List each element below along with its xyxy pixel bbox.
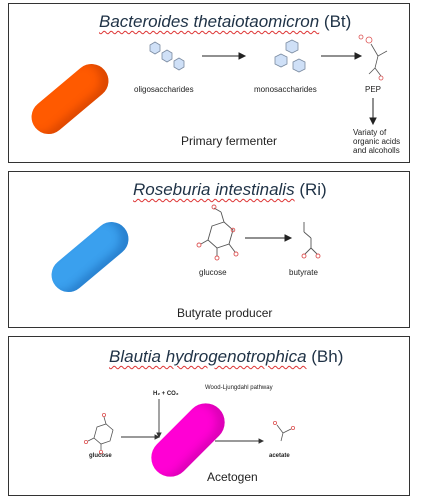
species-name: Bacteroides thetaiotaomicron [99,12,320,31]
products-line-2: organic acids [353,137,401,146]
species-abbrev: (Bt) [323,12,352,31]
butyrate-structure [301,222,321,259]
label-products: Variaty of organic acids and alcoholls [353,128,400,155]
species-abbrev: (Ri) [299,180,327,199]
pep-structure [358,34,388,81]
species-name: Roseburia intestinalis [133,180,295,199]
conversion-arrow [245,234,293,242]
pathway-arrow-2 [321,52,363,60]
bt-pathway-diagram [149,34,388,126]
role-bh: Acetogen [207,470,258,484]
panel-blautia: Blautia hydrogenotrophica (Bh) [8,336,410,496]
label-gases: H₂ + CO₂ [153,391,179,397]
label-oligosaccharides: oligosaccharides [134,85,194,94]
species-name: Blautia hydrogenotrophica [109,347,307,366]
gas-arrow [156,399,162,439]
role-ri: Butyrate producer [177,306,273,320]
panel-title-bh: Blautia hydrogenotrophica (Bh) [109,347,343,367]
label-monosaccharides: monosaccharides [254,85,317,94]
glucose-arrow [121,434,161,440]
glucose-structure [196,204,239,261]
monosaccharide-structure [274,39,306,73]
pathway-arrow-1 [202,52,247,60]
oligosaccharide-structure [149,41,185,71]
label-pathway: Wood-Ljungdahl pathway [205,385,273,391]
label-glucose: glucose [89,453,112,459]
role-bt: Primary fermenter [181,134,278,148]
products-line-1: Variaty of [353,128,387,137]
ri-pathway-diagram [196,204,321,261]
species-abbrev: (Bh) [311,347,344,366]
panel-title-ri: Roseburia intestinalis (Ri) [133,180,327,200]
label-glucose: glucose [199,268,227,277]
pathway-arrow-3 [369,98,377,126]
bh-pathway-diagram [84,399,295,455]
panel-roseburia: Roseburia intestinalis (Ri) [8,171,410,328]
panel-bacteroides: Bacteroides thetaiotaomicron (Bt) [8,3,410,163]
glucose-structure [84,413,114,455]
acetate-arrow [215,438,265,444]
label-pep: PEP [365,85,382,94]
label-acetate: acetate [269,453,290,459]
products-line-3: and alcoholls [353,146,400,155]
label-butyrate: butyrate [289,268,318,277]
panel-title-bt: Bacteroides thetaiotaomicron (Bt) [99,12,351,32]
acetate-structure [272,421,295,442]
